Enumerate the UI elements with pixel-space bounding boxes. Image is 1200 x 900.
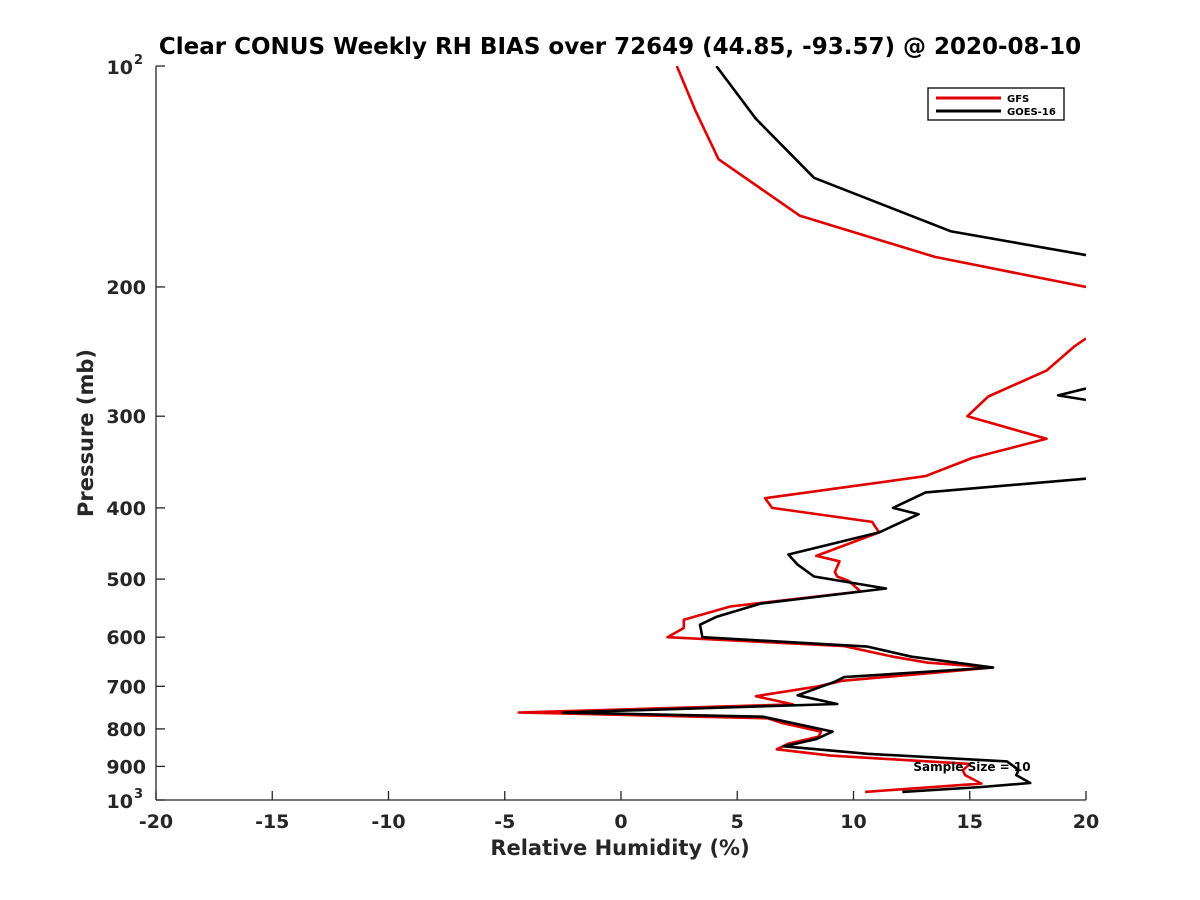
x-axis-label: Relative Humidity (%) [490, 836, 749, 860]
x-tick-label: 20 [1073, 811, 1099, 833]
y-tick-label: 200 [106, 277, 146, 299]
y-tick-label: 600 [106, 627, 146, 649]
legend-label-goes-16: GOES-16 [1007, 107, 1056, 118]
legend: GFS GOES-16 [927, 87, 1065, 121]
y-tick-label: 700 [106, 676, 146, 698]
legend-box [927, 87, 1065, 121]
x-tick-label: -5 [494, 811, 515, 833]
x-tick-label: -10 [371, 811, 405, 833]
y-tick-label: 300 [106, 406, 146, 428]
y-tick-exponent: 3 [134, 787, 143, 802]
x-tick-label: -15 [255, 811, 289, 833]
y-tick-label: 10 [107, 57, 133, 79]
y-tick-label: 400 [106, 498, 146, 520]
series-line-goes-16 [561, 477, 1086, 794]
x-tick-label: 0 [614, 811, 627, 833]
y-tick-label: 800 [106, 719, 146, 741]
x-tick-label: 15 [957, 811, 983, 833]
series-line-goes-16 [715, 66, 1086, 257]
sample-size-annotation: Sample Size = 10 [913, 760, 1030, 774]
series-line-gfs [517, 337, 1086, 794]
series-line-goes-16 [1056, 387, 1086, 402]
y-tick-exponent: 2 [134, 53, 143, 68]
x-tick-label: 10 [840, 811, 866, 833]
y-axis-label: Pressure (mb) [74, 349, 98, 517]
y-tick-label: 500 [106, 569, 146, 591]
x-tick-label: 5 [731, 811, 744, 833]
chart-title: Clear CONUS Weekly RH BIAS over 72649 (4… [159, 34, 1081, 60]
legend-label-gfs: GFS [1007, 94, 1029, 105]
series-line-gfs [675, 66, 1086, 289]
x-tick-label: -20 [139, 811, 173, 833]
y-tick-label: 900 [106, 756, 146, 778]
y-tick-label: 10 [107, 791, 133, 813]
